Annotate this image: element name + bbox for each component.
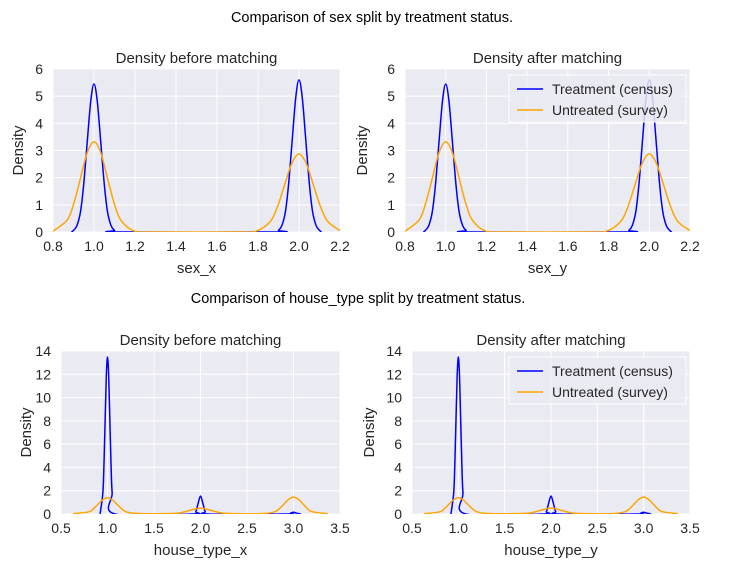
legend-box [508,74,687,123]
suptitle-house-type: Comparison of house_type split by treatm… [191,291,525,307]
x-tick-label: 1.0 [436,238,456,254]
y-tick-label: 8 [394,413,402,429]
x-tick-label: 2.0 [541,520,561,536]
x-tick-label: 1.8 [599,238,619,254]
y-tick-label: 2 [387,170,395,186]
density-line-treatment [70,79,323,232]
legend-label: Treatment (census) [552,363,673,379]
x-tick-label: 0.5 [402,520,422,536]
y-tick-label: 10 [386,390,402,406]
y-tick-label: 6 [387,61,395,77]
subplot-3: 0.5 1.0 1.5 2.0 2.5 3.0 3.5 0 2 4 6 8 10 12 14 Density … [18,332,350,559]
y-tick-label: 6 [394,436,402,452]
y-tick-label: 1 [387,197,395,213]
x-tick-label: 2.2 [330,238,350,254]
y-tick-label: 0 [394,506,402,522]
x-tick-label: 2.5 [237,520,257,536]
x-tick-label: 1.5 [144,520,164,536]
y-tick-label: 14 [386,343,402,359]
y-tick-label: 4 [387,115,395,131]
x-tick-label: 1.5 [495,520,515,536]
y-tick-label: 2 [394,483,402,499]
x-tick-label: 0.5 [51,520,71,536]
x-tick-label: 3.0 [634,520,654,536]
y-tick-label: 8 [43,413,51,429]
x-tick-label: 2.2 [680,238,700,254]
y-tick-label: 4 [394,459,402,475]
x-tick-label: 3.0 [284,520,304,536]
legend: Treatment (census) Untreated (survey) [508,74,687,123]
y-tick-label: 1 [35,197,43,213]
subplot-title: Density after matching [473,50,622,67]
subplot-4: 0.5 1.0 1.5 2.0 2.5 3.0 3.5 0 2 4 6 8 10 12 14 Density … [361,332,700,559]
y-tick-label: 2 [35,170,43,186]
x-tick-label: 1.0 [84,238,104,254]
y-tick-label: 0 [35,224,43,240]
y-tick-label: 10 [35,390,51,406]
x-axis-label: sex_y [528,260,568,277]
subplot-1: 0.8 1.0 1.2 1.4 1.6 1.8 2.0 2.2 0 1 2 3 4 5 6 Density b… [10,50,350,277]
density-line-untreated [53,141,340,232]
y-tick-label: 6 [35,61,43,77]
y-axis-label: Density [354,125,371,176]
y-axis-label: Density [10,125,27,176]
legend-label: Treatment (census) [552,81,673,97]
x-tick-label: 0.8 [395,238,415,254]
x-tick-label: 2.5 [588,520,608,536]
x-axis-label: sex_x [177,260,217,277]
y-tick-label: 6 [43,436,51,452]
y-tick-label: 0 [387,224,395,240]
subplot-title: Density before matching [116,50,278,67]
x-tick-label: 3.5 [330,520,350,536]
y-tick-label: 5 [387,88,395,104]
x-tick-label: 1.2 [125,238,145,254]
y-axis-label: Density [18,407,35,458]
y-tick-label: 12 [386,366,402,382]
y-tick-label: 0 [43,506,51,522]
y-tick-label: 4 [35,115,43,131]
legend-label: Untreated (survey) [552,384,668,400]
y-tick-label: 3 [387,143,395,159]
density-line-untreated [423,496,679,514]
y-tick-label: 2 [43,483,51,499]
density-line-untreated [405,141,690,232]
legend: Treatment (census) Untreated (survey) [508,356,687,405]
y-tick-label: 5 [35,88,43,104]
legend-label: Untreated (survey) [552,102,668,118]
x-tick-label: 2.0 [289,238,309,254]
x-tick-label: 1.6 [207,238,227,254]
y-tick-label: 12 [35,366,51,382]
x-tick-label: 1.4 [166,238,186,254]
subplot-title: Density after matching [476,332,625,349]
suptitle-sex: Comparison of sex split by treatment sta… [231,10,513,26]
x-tick-label: 1.8 [248,238,268,254]
density-line-treatment [450,356,652,514]
y-tick-label: 14 [35,343,51,359]
density-line-treatment [99,356,302,514]
y-tick-label: 3 [35,143,43,159]
subplot-2: 0.8 1.0 1.2 1.4 1.6 1.8 2.0 2.2 0 1 2 3 4 5 6 Density a… [354,50,700,277]
density-line-untreated [72,496,329,514]
x-tick-label: 1.6 [558,238,578,254]
x-tick-label: 3.5 [680,520,700,536]
x-tick-label: 0.8 [43,238,63,254]
x-tick-label: 1.4 [517,238,537,254]
density-line-treatment [422,79,673,232]
y-tick-label: 4 [43,459,51,475]
y-axis-label: Density [361,407,378,458]
x-tick-label: 2.0 [640,238,660,254]
subplot-title: Density before matching [120,332,282,349]
legend-box [508,356,687,405]
x-tick-label: 1.0 [98,520,118,536]
x-tick-label: 1.2 [477,238,497,254]
x-axis-label: house_type_x [154,542,248,559]
x-tick-label: 2.0 [191,520,211,536]
x-axis-label: house_type_y [504,542,598,559]
x-tick-label: 1.0 [449,520,469,536]
